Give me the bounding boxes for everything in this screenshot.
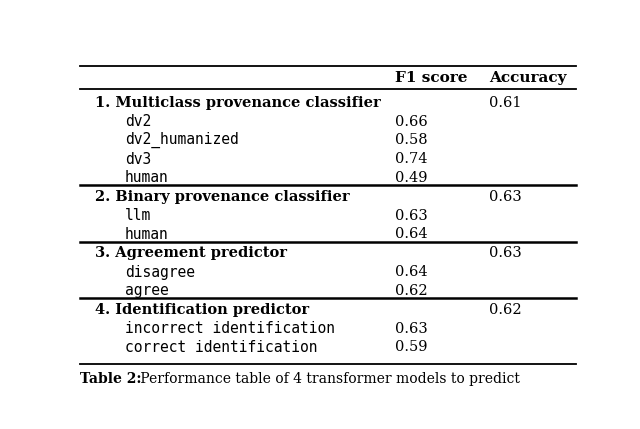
Text: 0.64: 0.64 bbox=[395, 265, 428, 279]
Text: disagree: disagree bbox=[125, 265, 195, 280]
Text: 0.66: 0.66 bbox=[395, 115, 428, 129]
Text: 0.59: 0.59 bbox=[395, 341, 428, 354]
Text: human: human bbox=[125, 227, 168, 242]
Text: 0.61: 0.61 bbox=[489, 96, 522, 110]
Text: 2. Binary provenance classifier: 2. Binary provenance classifier bbox=[95, 190, 349, 204]
Text: 4. Identification predictor: 4. Identification predictor bbox=[95, 303, 309, 317]
Text: 0.63: 0.63 bbox=[489, 246, 522, 260]
Text: 0.63: 0.63 bbox=[395, 322, 428, 335]
Text: dv3: dv3 bbox=[125, 152, 151, 167]
Text: Table 2:: Table 2: bbox=[80, 372, 141, 386]
Text: F1 score: F1 score bbox=[395, 71, 467, 85]
Text: dv2: dv2 bbox=[125, 114, 151, 129]
Text: 0.63: 0.63 bbox=[395, 208, 428, 223]
Text: incorrect identification: incorrect identification bbox=[125, 321, 335, 336]
Text: human: human bbox=[125, 170, 168, 185]
Text: 0.58: 0.58 bbox=[395, 133, 428, 147]
Text: 0.62: 0.62 bbox=[395, 284, 428, 298]
Text: 1. Multiclass provenance classifier: 1. Multiclass provenance classifier bbox=[95, 96, 381, 110]
Text: llm: llm bbox=[125, 208, 151, 223]
Text: 0.74: 0.74 bbox=[395, 152, 428, 166]
Text: 0.62: 0.62 bbox=[489, 303, 522, 317]
Text: dv2_humanized: dv2_humanized bbox=[125, 132, 238, 148]
Text: 0.63: 0.63 bbox=[489, 190, 522, 204]
Text: Accuracy: Accuracy bbox=[489, 71, 566, 85]
Text: correct identification: correct identification bbox=[125, 340, 317, 355]
Text: 3. Agreement predictor: 3. Agreement predictor bbox=[95, 246, 287, 260]
Text: Performance table of 4 transformer models to predict: Performance table of 4 transformer model… bbox=[136, 372, 520, 386]
Text: agree: agree bbox=[125, 284, 168, 299]
Text: 0.49: 0.49 bbox=[395, 171, 428, 185]
Text: 0.64: 0.64 bbox=[395, 227, 428, 242]
